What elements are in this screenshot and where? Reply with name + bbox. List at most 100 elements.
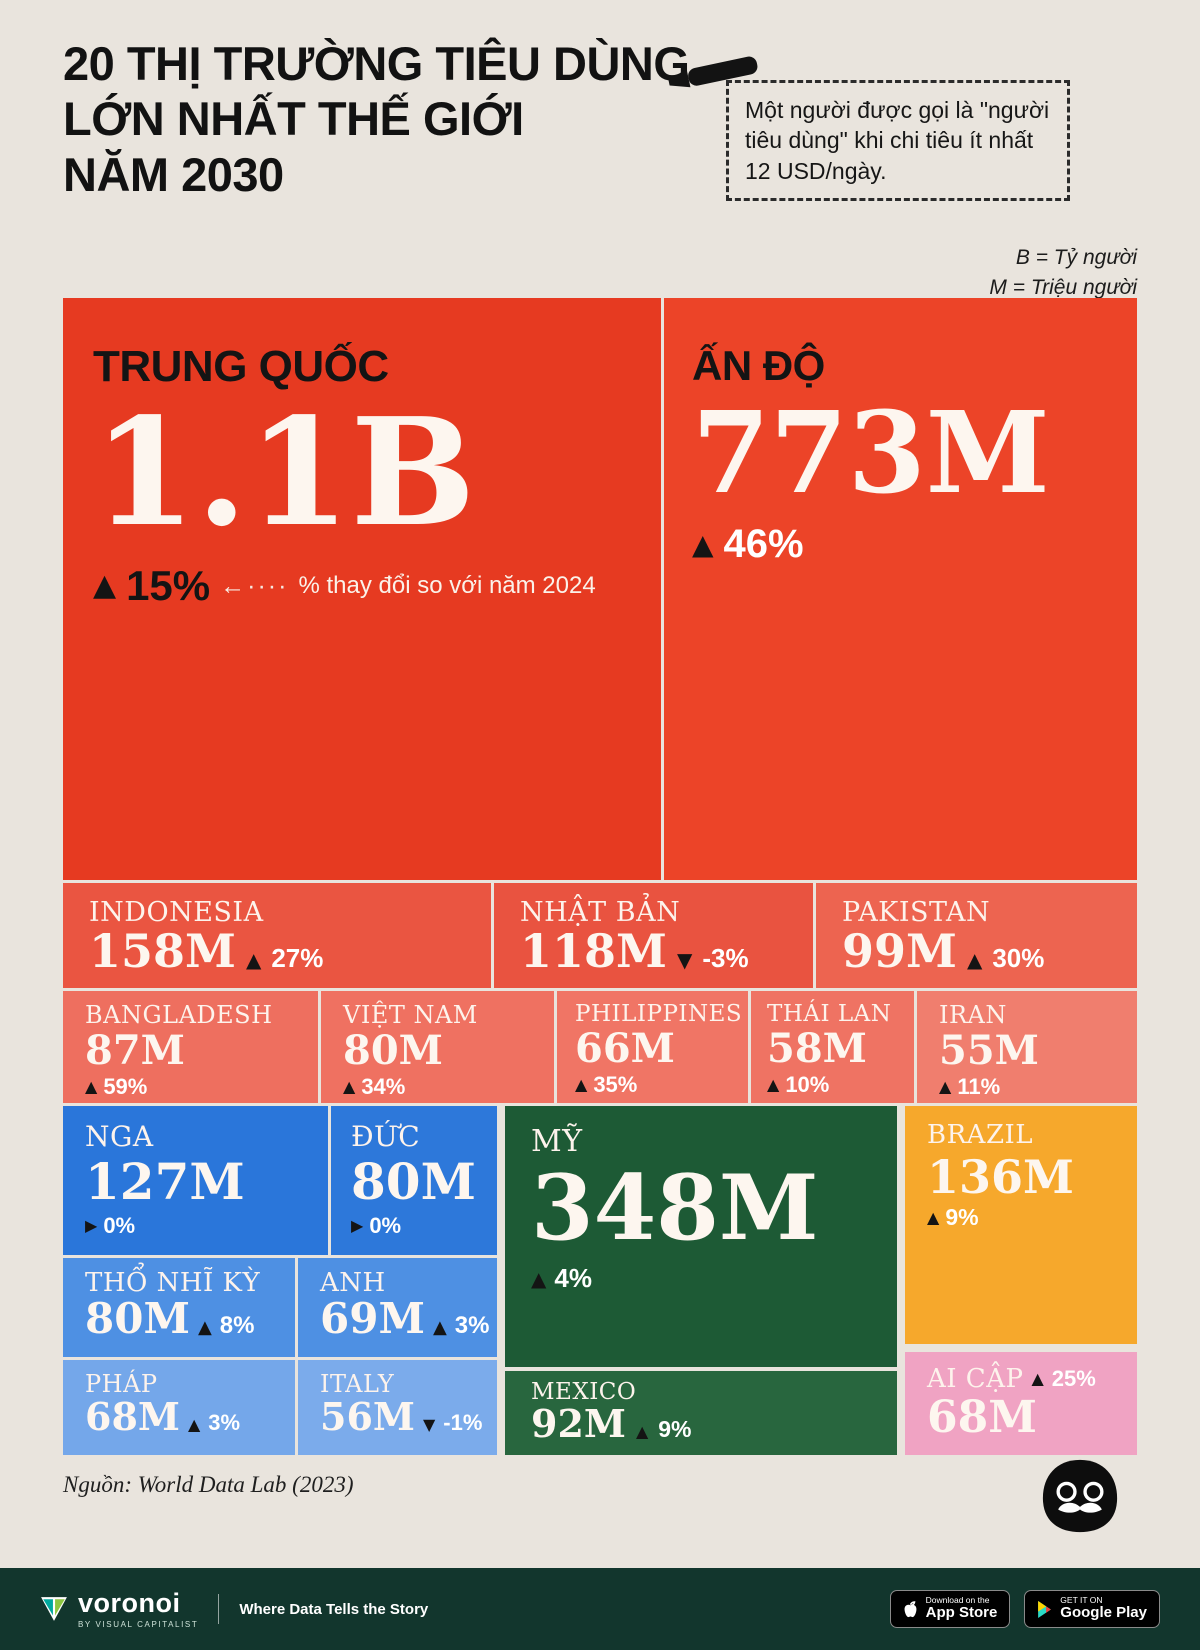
country-name: NHẬT BẢN: [520, 897, 681, 928]
google-play-badge[interactable]: GET IT ON Google Play: [1024, 1590, 1160, 1628]
change-percent: 3%: [208, 1410, 241, 1435]
change-percent: 0%: [103, 1213, 136, 1238]
treemap-block-turkey: THỔ NHĨ KỲ 80M ▲ 8%: [63, 1258, 295, 1357]
country-value: 56M: [320, 1394, 415, 1439]
badge-store-name: Google Play: [1060, 1604, 1147, 1622]
change-percent: 11%: [957, 1074, 1001, 1099]
treemap-block-uk: ANH 69M ▲ 3%: [298, 1258, 497, 1357]
up-triangle-icon: ▲: [575, 1075, 588, 1094]
country-name: ITALY: [320, 1370, 395, 1398]
change-percent: 46%: [723, 522, 804, 566]
country-name: NGA: [85, 1120, 154, 1153]
country-name: AI CẬP: [927, 1364, 1024, 1394]
change-percent: 15%: [126, 562, 211, 609]
up-triangle-icon: ▲: [635, 1422, 649, 1441]
title-line-2: LỚN NHẤT THẾ GIỚI: [63, 92, 524, 146]
country-name: INDONESIA: [89, 897, 264, 928]
treemap-block-india: ẤN ĐỘ 773M ▲ 46%: [664, 298, 1137, 880]
country-name: IRAN: [939, 1001, 1007, 1029]
change-percent: 35%: [593, 1072, 638, 1097]
change-percent: 27%: [271, 943, 324, 973]
change-percent: 0%: [369, 1213, 402, 1238]
change-percent: -1%: [443, 1410, 483, 1435]
country-value: 58M: [767, 1025, 867, 1072]
up-triangle-icon: ▲: [187, 1415, 201, 1434]
treemap-block-bangladesh: BANGLADESH 87M ▲ 59%: [63, 991, 318, 1103]
treemap-block-vietnam: VIỆT NAM 80M ▲ 34%: [321, 991, 554, 1103]
up-triangle-icon: ▲: [767, 1075, 780, 1094]
treemap-block-japan: NHẬT BẢN 118M ▼ -3%: [494, 883, 813, 988]
up-triangle-icon: ▲: [966, 948, 983, 972]
up-triangle-icon: ▲: [939, 1077, 952, 1096]
treemap-block-mexico: MEXICO 92M ▲ 9%: [505, 1371, 897, 1455]
change-percent: 4%: [554, 1263, 592, 1293]
voronoi-mascot-icon: [1038, 1456, 1122, 1536]
flat-triangle-icon: ▶: [351, 1216, 364, 1235]
change-percent: 10%: [785, 1072, 830, 1097]
treemap-chart: TRUNG QUỐC 1.1B ▲ 15% ←···· % thay đổi s…: [63, 298, 1137, 1455]
change-percent: 59%: [103, 1074, 148, 1099]
treemap-block-brazil: BRAZIL 136M ▲ 9%: [905, 1106, 1137, 1344]
country-name: VIỆT NAM: [343, 1001, 478, 1029]
apple-icon: [904, 1601, 917, 1618]
country-value: 99M: [842, 924, 957, 978]
up-triangle-icon: ▲: [432, 1317, 447, 1338]
footer-divider: [218, 1594, 220, 1624]
brand-byline: BY VISUAL CAPITALIST: [78, 1619, 199, 1629]
title-line-1: 20 THỊ TRƯỜNG TIÊU DÙNG: [63, 37, 690, 90]
title-line-3: NĂM 2030: [63, 147, 284, 201]
treemap-block-us: MỸ 348M ▲ 4%: [505, 1106, 897, 1367]
treemap-block-china: TRUNG QUỐC 1.1B ▲ 15% ←···· % thay đổi s…: [63, 298, 661, 880]
badge-store-name: App Store: [925, 1604, 998, 1622]
footer-tagline: Where Data Tells the Story: [239, 1600, 429, 1618]
country-name: MỸ: [531, 1124, 583, 1159]
country-name: BRAZIL: [927, 1120, 1034, 1150]
treemap-block-thailand: THÁI LAN 58M ▲ 10%: [751, 991, 914, 1103]
source-citation: Nguồn: World Data Lab (2023): [63, 1472, 354, 1497]
app-store-badge[interactable]: Download on the App Store: [889, 1590, 1011, 1628]
country-value: 118M: [520, 924, 667, 978]
country-value: 80M: [85, 1294, 190, 1343]
annotation-arrow: ←····: [220, 571, 289, 600]
change-percent: 8%: [219, 1312, 255, 1339]
down-triangle-icon: ▼: [676, 948, 693, 972]
country-value: 80M: [351, 1152, 476, 1211]
change-percent: 9%: [945, 1204, 979, 1230]
country-value: 69M: [320, 1294, 425, 1343]
page-title: 20 THỊ TRƯỜNG TIÊU DÙNG LỚN NHẤT THẾ GIỚ…: [63, 36, 690, 202]
country-name: PHILIPPINES: [575, 1001, 743, 1027]
country-name: MEXICO: [531, 1379, 637, 1405]
country-value: 127M: [85, 1152, 245, 1211]
up-triangle-icon: ▲: [85, 1077, 98, 1096]
country-value: 158M: [89, 924, 236, 978]
treemap-block-france: PHÁP 68M ▲ 3%: [63, 1360, 295, 1455]
country-value: 80M: [343, 1027, 443, 1074]
up-triangle-icon: ▲: [1031, 1369, 1044, 1388]
country-value: 92M: [531, 1401, 626, 1446]
up-triangle-icon: ▲: [692, 527, 714, 561]
brand-name: voronoi: [78, 1587, 181, 1618]
country-name: THÁI LAN: [767, 1001, 892, 1027]
up-triangle-icon: ▲: [197, 1317, 212, 1338]
definition-note: Một người được gọi là "người tiêu dùng" …: [726, 80, 1070, 202]
country-name: PAKISTAN: [842, 897, 991, 928]
treemap-block-italy: ITALY 56M ▼ -1%: [298, 1360, 497, 1455]
country-name: TRUNG QUỐC: [93, 342, 389, 391]
voronoi-brand: voronoi BY VISUAL CAPITALIST: [40, 1587, 199, 1629]
badge-small-text: Download on the: [925, 1595, 990, 1606]
change-percent: 9%: [658, 1416, 692, 1442]
up-triangle-icon: ▲: [927, 1207, 940, 1227]
country-name: THỔ NHĨ KỲ: [85, 1268, 261, 1298]
treemap-block-iran: IRAN 55M ▲ 11%: [917, 991, 1137, 1103]
country-value: 773M: [692, 388, 1050, 519]
change-percent: 34%: [361, 1074, 406, 1099]
badge-small-text: GET IT ON: [1060, 1595, 1103, 1606]
legend-line-2: M = Triệu người: [989, 275, 1137, 299]
country-name: BANGLADESH: [85, 1001, 273, 1029]
change-percent: -3%: [702, 943, 749, 973]
country-value: 55M: [939, 1027, 1039, 1074]
legend-line-1: B = Tỷ người: [1015, 246, 1137, 269]
treemap-block-russia: NGA 127M ▶ 0%: [63, 1106, 328, 1255]
flat-triangle-icon: ▶: [85, 1216, 98, 1235]
